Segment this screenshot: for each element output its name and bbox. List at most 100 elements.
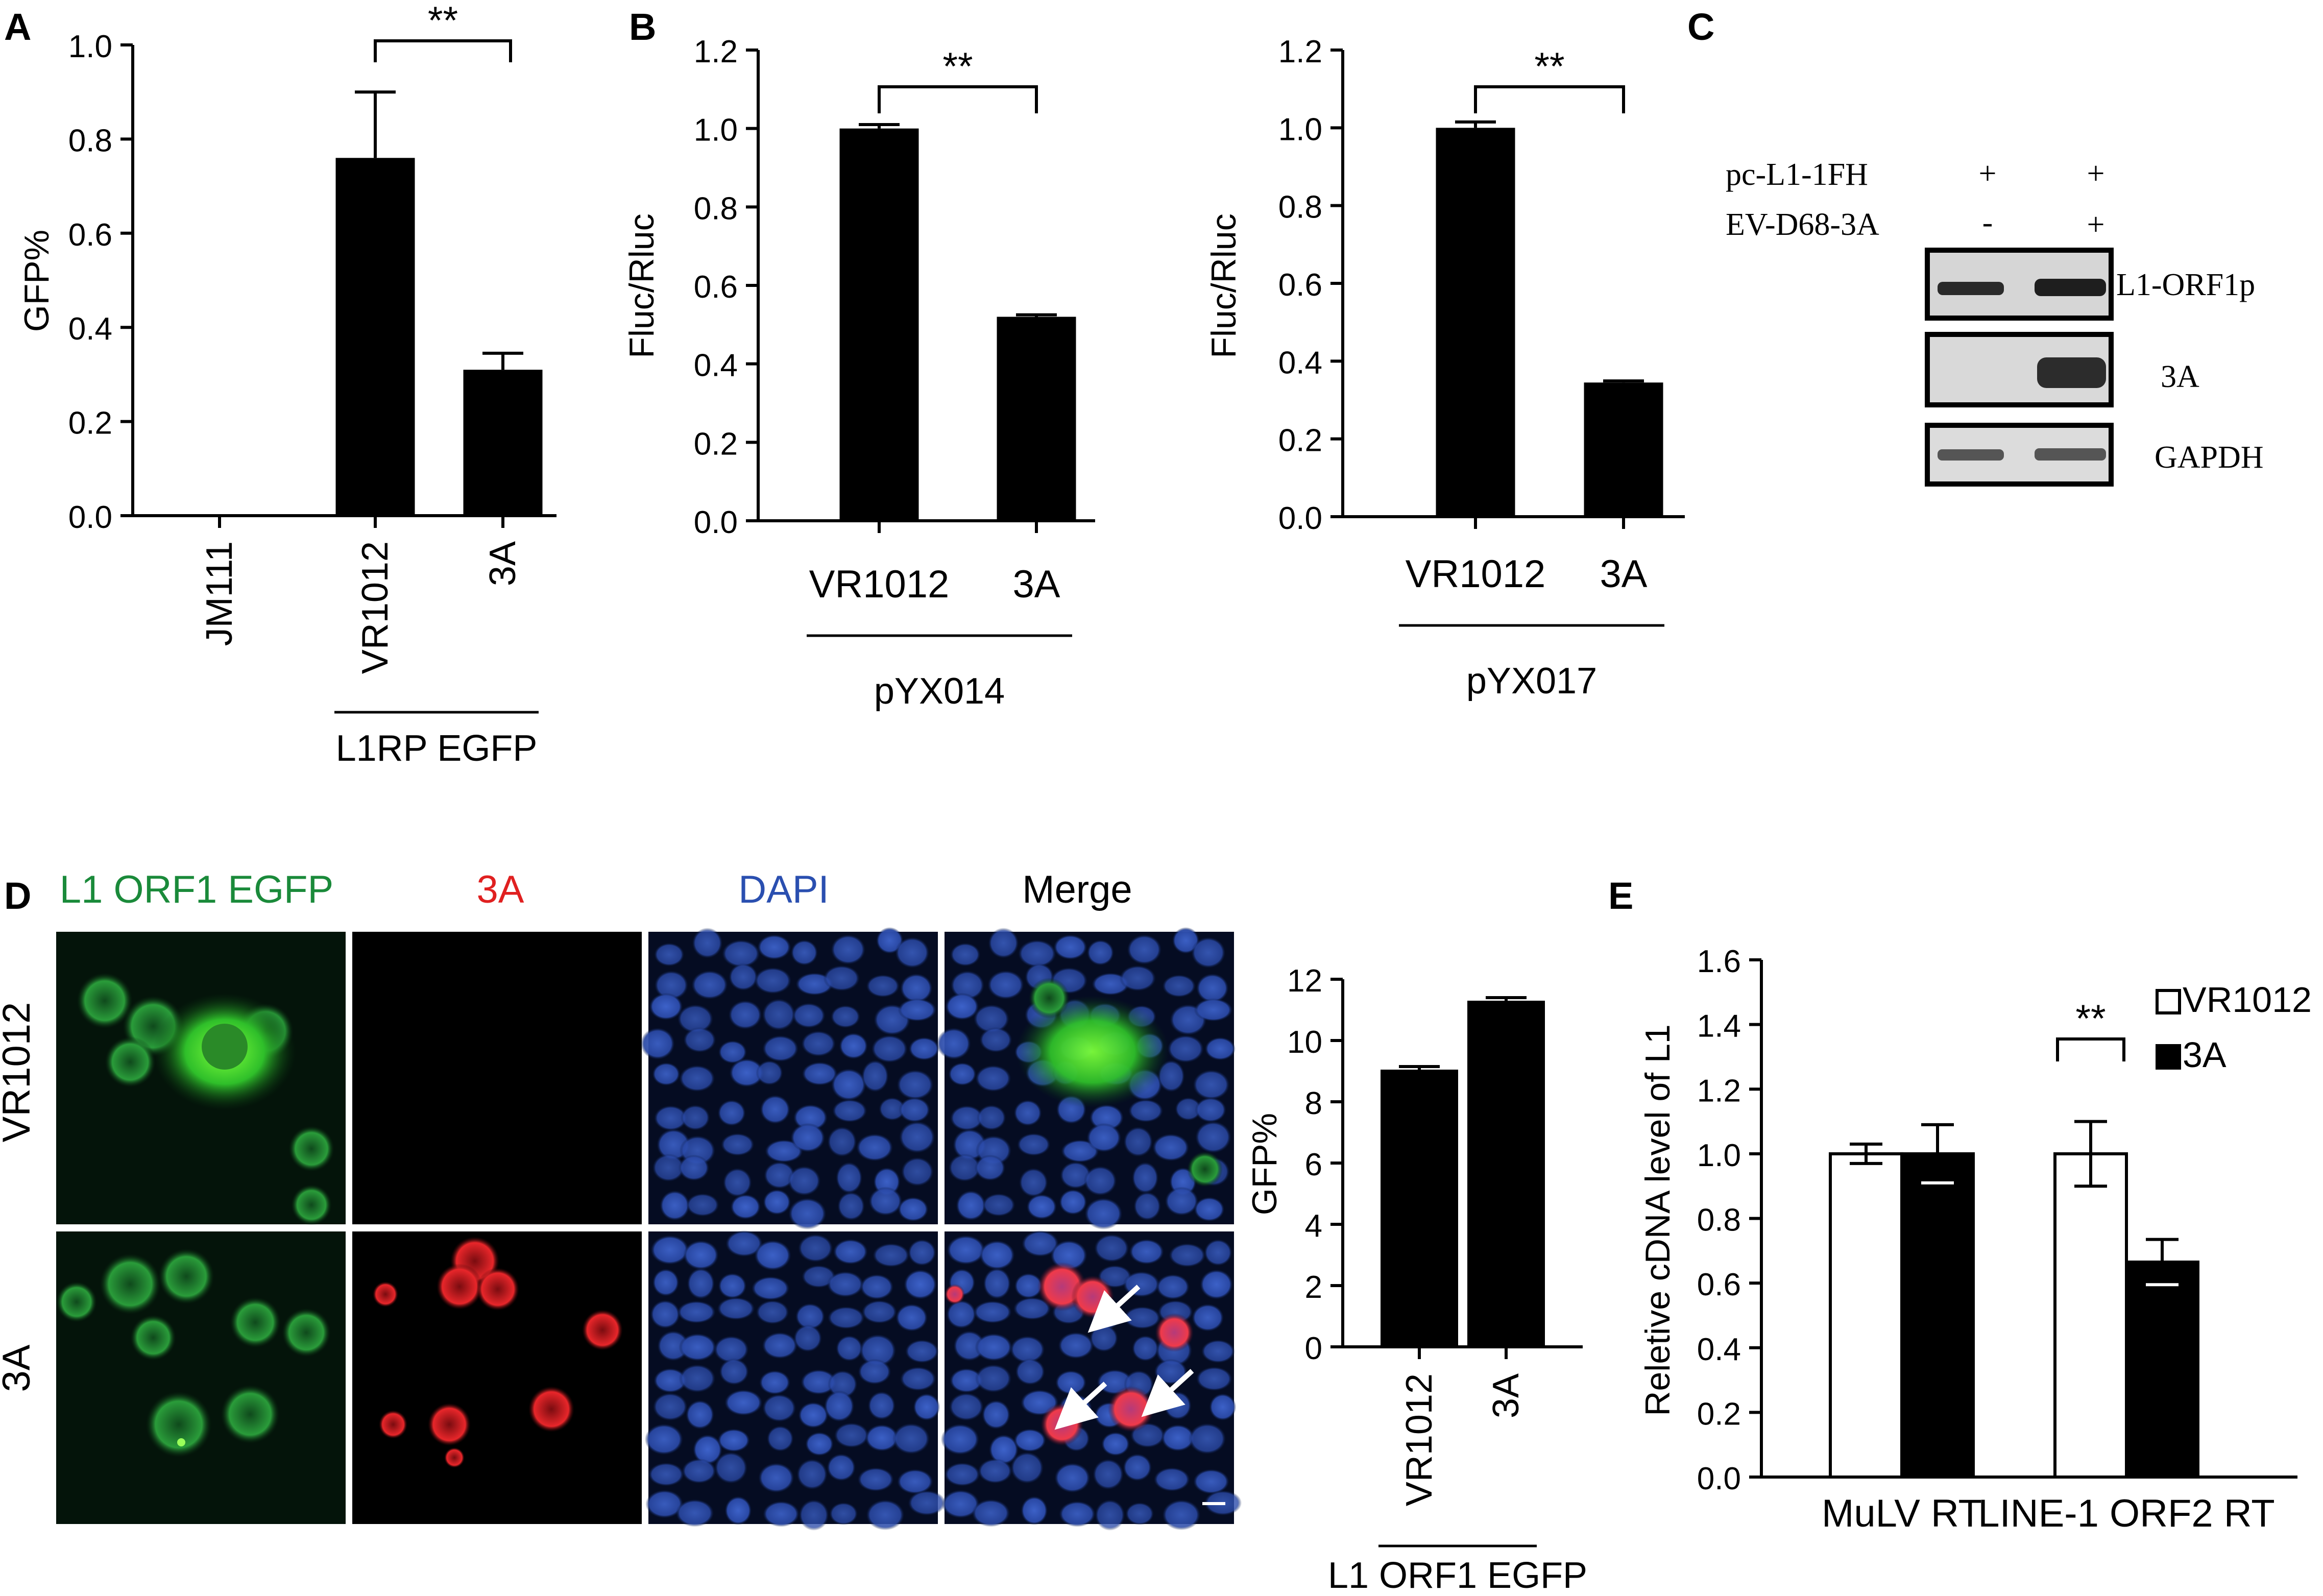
y-tick-label: 0.2 <box>68 406 112 441</box>
chart-e: 0.0 0.2 0.4 0.6 0.8 1.0 1.2 1.4 1.6 Reletive cDNA… <box>1638 944 2312 1535</box>
nucleus <box>982 1400 1010 1430</box>
nucleus <box>760 1095 790 1124</box>
x-tick-label: MuLV RT <box>1822 1492 1982 1535</box>
nucleus <box>936 1027 971 1060</box>
blot-mark: + <box>2087 207 2105 242</box>
significance-label: ** <box>1534 45 1564 88</box>
micro-column-label-red: 3A <box>477 868 524 911</box>
nucleus <box>759 1370 790 1395</box>
bar <box>1381 1070 1458 1347</box>
arrow-icon <box>1054 1382 1107 1430</box>
nucleus <box>975 1333 1013 1361</box>
nucleus <box>895 937 930 969</box>
nucleus <box>714 1452 748 1484</box>
y-tick-label: 1.0 <box>1697 1138 1741 1173</box>
nucleus <box>1083 1166 1117 1196</box>
nucleus <box>1193 1469 1229 1494</box>
nucleus <box>904 1269 937 1299</box>
y-tick-label: 0.0 <box>68 500 112 535</box>
nucleus <box>766 1425 794 1452</box>
nucleus <box>950 1105 984 1131</box>
nucleus <box>979 1027 1012 1053</box>
x-tick-label: 3A <box>1013 563 1060 606</box>
nucleus <box>831 1005 860 1028</box>
nucleus <box>833 1239 868 1265</box>
nucleus <box>692 928 723 959</box>
nucleus <box>1059 1501 1096 1527</box>
nucleus <box>1133 1192 1162 1221</box>
y-tick-label: 0.6 <box>1697 1267 1741 1302</box>
nucleus <box>762 1332 798 1359</box>
nucleus <box>650 1235 689 1265</box>
nucleus <box>1013 1429 1046 1452</box>
nucleus <box>832 1099 867 1123</box>
nucleus <box>834 1422 869 1448</box>
blot-condition-label: pc-L1-1FH <box>1726 157 1868 192</box>
nucleus <box>1192 1303 1224 1332</box>
blot-band <box>1938 282 2004 295</box>
merged-cell <box>1071 1275 1114 1318</box>
nucleus <box>898 998 937 1022</box>
y-tick-label: 0.8 <box>68 123 112 158</box>
nucleus <box>1013 1100 1042 1126</box>
nucleus <box>950 942 981 966</box>
nucleus <box>941 1489 980 1518</box>
nucleus <box>1084 1198 1123 1230</box>
nucleus <box>900 1366 936 1391</box>
y-tick-label: 1.0 <box>694 113 738 148</box>
nucleus <box>1132 1335 1159 1362</box>
nucleus <box>1196 1366 1232 1391</box>
merged-cell <box>1155 1313 1194 1352</box>
nucleus <box>754 967 792 994</box>
y-tick-label: 0.6 <box>68 217 112 253</box>
nucleus <box>1101 1432 1130 1456</box>
nucleus <box>857 1467 894 1492</box>
nucleus <box>1123 1126 1153 1157</box>
y-tick-label: 1.6 <box>1697 944 1741 979</box>
nucleus <box>837 1192 865 1221</box>
blot-band <box>2035 448 2106 461</box>
nucleus <box>871 1035 908 1063</box>
x-tick-label: LINE-1 ORF2 RT <box>1978 1492 2274 1535</box>
nucleus <box>973 1004 1010 1033</box>
nucleus <box>686 1193 719 1217</box>
nucleus <box>856 1133 893 1162</box>
nucleus <box>652 1062 681 1086</box>
x-tick-label: JM111 <box>199 541 240 646</box>
nucleus <box>948 1153 981 1182</box>
nucleus <box>1013 1297 1051 1320</box>
nucleus <box>654 942 685 966</box>
nucleus <box>681 1104 710 1131</box>
bar <box>335 158 415 516</box>
nucleus <box>1195 1121 1231 1153</box>
nucleus <box>1129 1239 1164 1265</box>
nucleus <box>945 993 979 1020</box>
nucleus <box>645 1489 684 1518</box>
y-axis-label: GFP% <box>17 230 56 332</box>
nucleus <box>940 1423 980 1455</box>
nucleus <box>1162 974 1196 998</box>
nucleus <box>859 1334 897 1367</box>
y-tick-label: 0.8 <box>1278 190 1322 225</box>
nucleus <box>1086 1123 1122 1152</box>
nucleus <box>858 1359 891 1385</box>
nucleus <box>679 1333 717 1361</box>
nucleus <box>836 1335 863 1362</box>
micro-row-label: VR1012 <box>0 1002 38 1143</box>
nucleus <box>1026 1194 1057 1220</box>
y-axis-label: Fluc/Rluc <box>1204 213 1243 358</box>
nucleus <box>675 1499 714 1527</box>
nucleus <box>1022 1230 1059 1257</box>
nucleus <box>644 1423 684 1455</box>
nucleus <box>762 1035 799 1062</box>
nucleus <box>905 1339 939 1363</box>
nucleus <box>829 1502 858 1526</box>
nucleus <box>950 1368 983 1393</box>
x-tick-label: 3A <box>1600 552 1648 596</box>
chart-b2: 0.0 0.2 0.4 0.6 0.8 1.0 1.2 Fluc/Rluc VR1012 3A pY… <box>1204 34 1685 702</box>
nucleus <box>1054 1463 1091 1493</box>
merged-cell <box>1108 1386 1154 1432</box>
group-label: L1RP EGFP <box>336 728 538 769</box>
nucleus <box>1053 934 1087 960</box>
nucleus <box>677 1004 714 1033</box>
